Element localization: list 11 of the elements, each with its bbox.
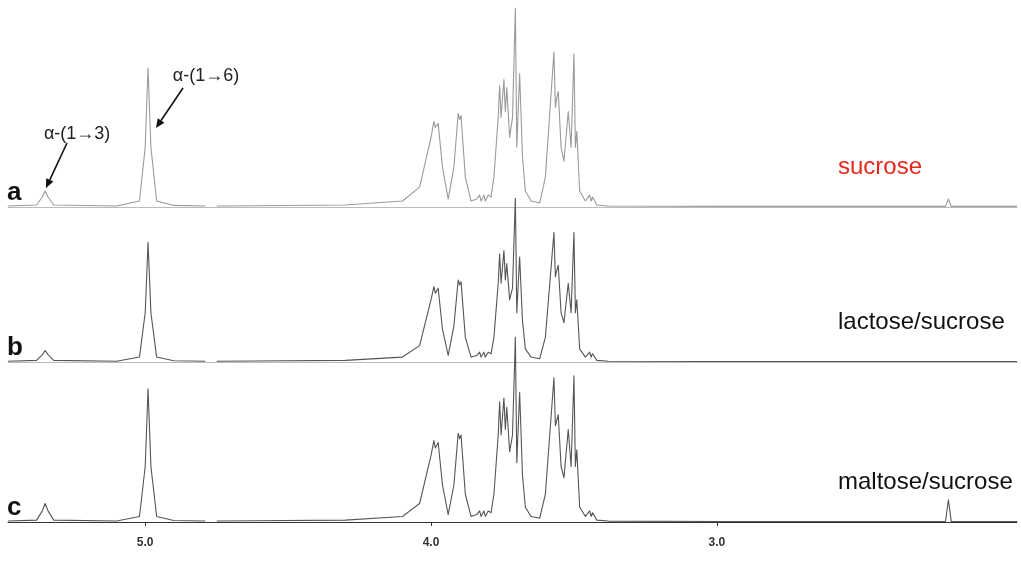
x-tick-label: 5.0 xyxy=(136,535,154,549)
annotation: α-(1→6) xyxy=(172,64,240,86)
x-tick-label: 4.0 xyxy=(422,535,440,549)
x-tick-label: 3.0 xyxy=(708,535,726,549)
annotation: lactose/sucrose xyxy=(838,306,1005,334)
annotation: maltose/sucrose xyxy=(837,466,1013,494)
annotation: α-(1→3) xyxy=(43,122,111,144)
text: a xyxy=(7,176,22,206)
text: b xyxy=(7,331,23,361)
annotation: sucrose xyxy=(837,151,923,179)
text: c xyxy=(7,491,22,521)
